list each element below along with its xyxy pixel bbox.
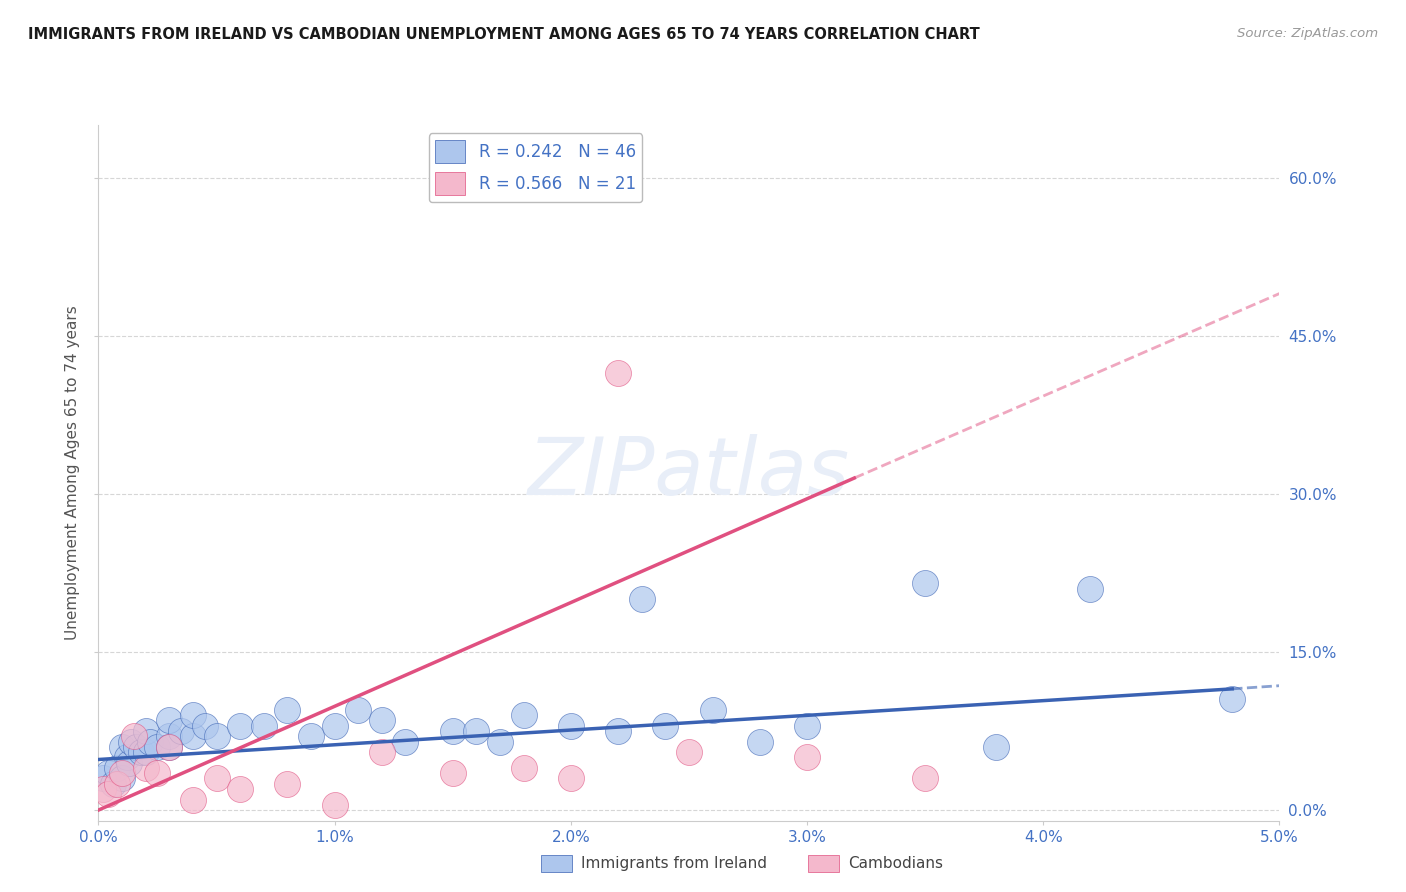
Point: [984, 739, 1007, 754]
Point: [157, 714, 180, 728]
Point: [135, 724, 157, 739]
Point: [560, 772, 582, 786]
Point: [229, 719, 252, 733]
Point: [135, 761, 157, 775]
Point: [125, 739, 148, 754]
Point: [91, 772, 114, 786]
Point: [702, 703, 724, 717]
Point: [748, 734, 770, 748]
Text: Source: ZipAtlas.com: Source: ZipAtlas.com: [1237, 27, 1378, 40]
Text: Immigrants from Ireland: Immigrants from Ireland: [581, 856, 766, 871]
Point: [276, 703, 298, 717]
Point: [1220, 692, 1243, 706]
Point: [229, 782, 252, 797]
Point: [115, 750, 138, 764]
Text: IMMIGRANTS FROM IRELAND VS CAMBODIAN UNEMPLOYMENT AMONG AGES 65 TO 74 YEARS CORR: IMMIGRANTS FROM IRELAND VS CAMBODIAN UNE…: [28, 27, 980, 42]
Point: [394, 734, 416, 748]
Point: [914, 772, 936, 786]
Point: [441, 766, 464, 780]
Point: [512, 761, 534, 775]
Point: [118, 756, 141, 770]
Point: [276, 777, 298, 791]
Point: [323, 719, 346, 733]
Legend: R = 0.242   N = 46, R = 0.566   N = 21: R = 0.242 N = 46, R = 0.566 N = 21: [429, 133, 643, 202]
Point: [1080, 582, 1102, 596]
Point: [157, 739, 180, 754]
Point: [489, 734, 512, 748]
Point: [181, 729, 204, 743]
Point: [105, 761, 128, 775]
Point: [129, 745, 152, 759]
Point: [170, 724, 193, 739]
Point: [111, 739, 134, 754]
Point: [97, 766, 120, 780]
Point: [111, 766, 134, 780]
Point: [796, 750, 818, 764]
Point: [678, 745, 700, 759]
Point: [441, 724, 464, 739]
Point: [371, 745, 394, 759]
Point: [157, 729, 180, 743]
Point: [157, 739, 180, 754]
Point: [121, 734, 143, 748]
Point: [512, 708, 534, 723]
Point: [181, 708, 204, 723]
Point: [146, 739, 169, 754]
Point: [371, 714, 394, 728]
Point: [323, 797, 346, 812]
Point: [607, 366, 630, 380]
Text: ZIPatlas: ZIPatlas: [527, 434, 851, 512]
Point: [91, 782, 114, 797]
Point: [299, 729, 322, 743]
Point: [560, 719, 582, 733]
Point: [914, 576, 936, 591]
Text: Cambodians: Cambodians: [848, 856, 943, 871]
Y-axis label: Unemployment Among Ages 65 to 74 years: Unemployment Among Ages 65 to 74 years: [65, 305, 80, 640]
Point: [101, 777, 124, 791]
Point: [347, 703, 370, 717]
Point: [146, 766, 169, 780]
Point: [205, 729, 228, 743]
Point: [205, 772, 228, 786]
Point: [105, 777, 128, 791]
Point: [139, 734, 162, 748]
Point: [111, 772, 134, 786]
Point: [181, 792, 204, 806]
Point: [194, 719, 217, 733]
Point: [465, 724, 488, 739]
Point: [796, 719, 818, 733]
Point: [630, 592, 652, 607]
Point: [122, 729, 145, 743]
Point: [253, 719, 276, 733]
Point: [97, 787, 120, 801]
Point: [607, 724, 630, 739]
Point: [135, 745, 157, 759]
Point: [654, 719, 676, 733]
